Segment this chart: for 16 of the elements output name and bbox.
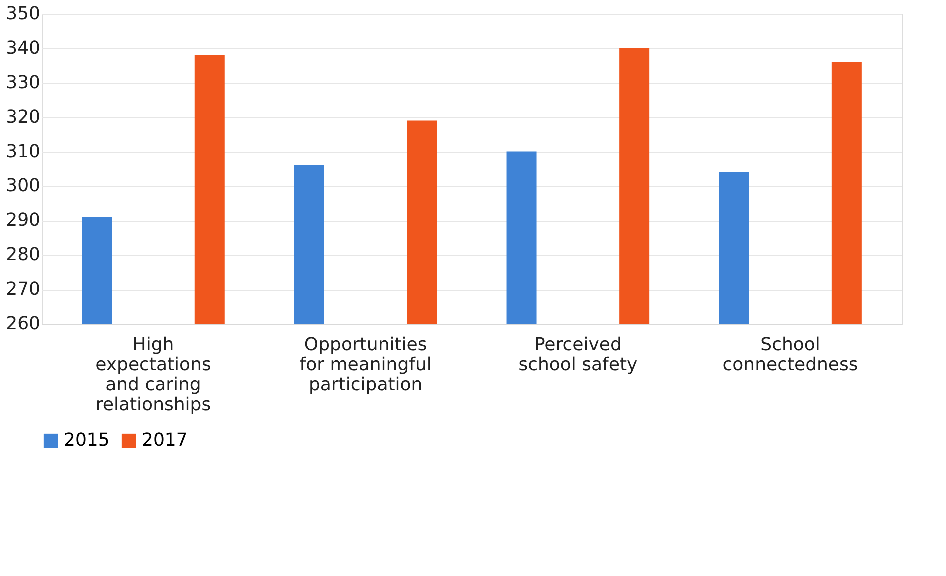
x-tick-label: School connectedness — [722, 334, 858, 376]
y-tick-label: 290 — [6, 210, 40, 232]
y-tick-label: 350 — [6, 4, 40, 24]
y-tick-label: 300 — [6, 176, 40, 197]
y-tick-label: 270 — [6, 279, 40, 300]
y-tick-label: 320 — [6, 106, 40, 128]
y-tick-label: 260 — [6, 314, 40, 334]
x-tick-label: Perceived school safety — [518, 334, 638, 376]
legend-label: 2015 — [64, 430, 110, 451]
y-tick-label: 330 — [6, 72, 40, 94]
x-tick-label: High expectations and caring relationships — [96, 334, 212, 416]
y-tick-label: 310 — [6, 141, 40, 162]
legend-label: 2017 — [142, 430, 188, 451]
y-tick-label: 340 — [6, 38, 40, 59]
y-tick-label: 280 — [6, 244, 40, 266]
x-tick-label: Opportunities for meaningful participation — [300, 334, 432, 396]
